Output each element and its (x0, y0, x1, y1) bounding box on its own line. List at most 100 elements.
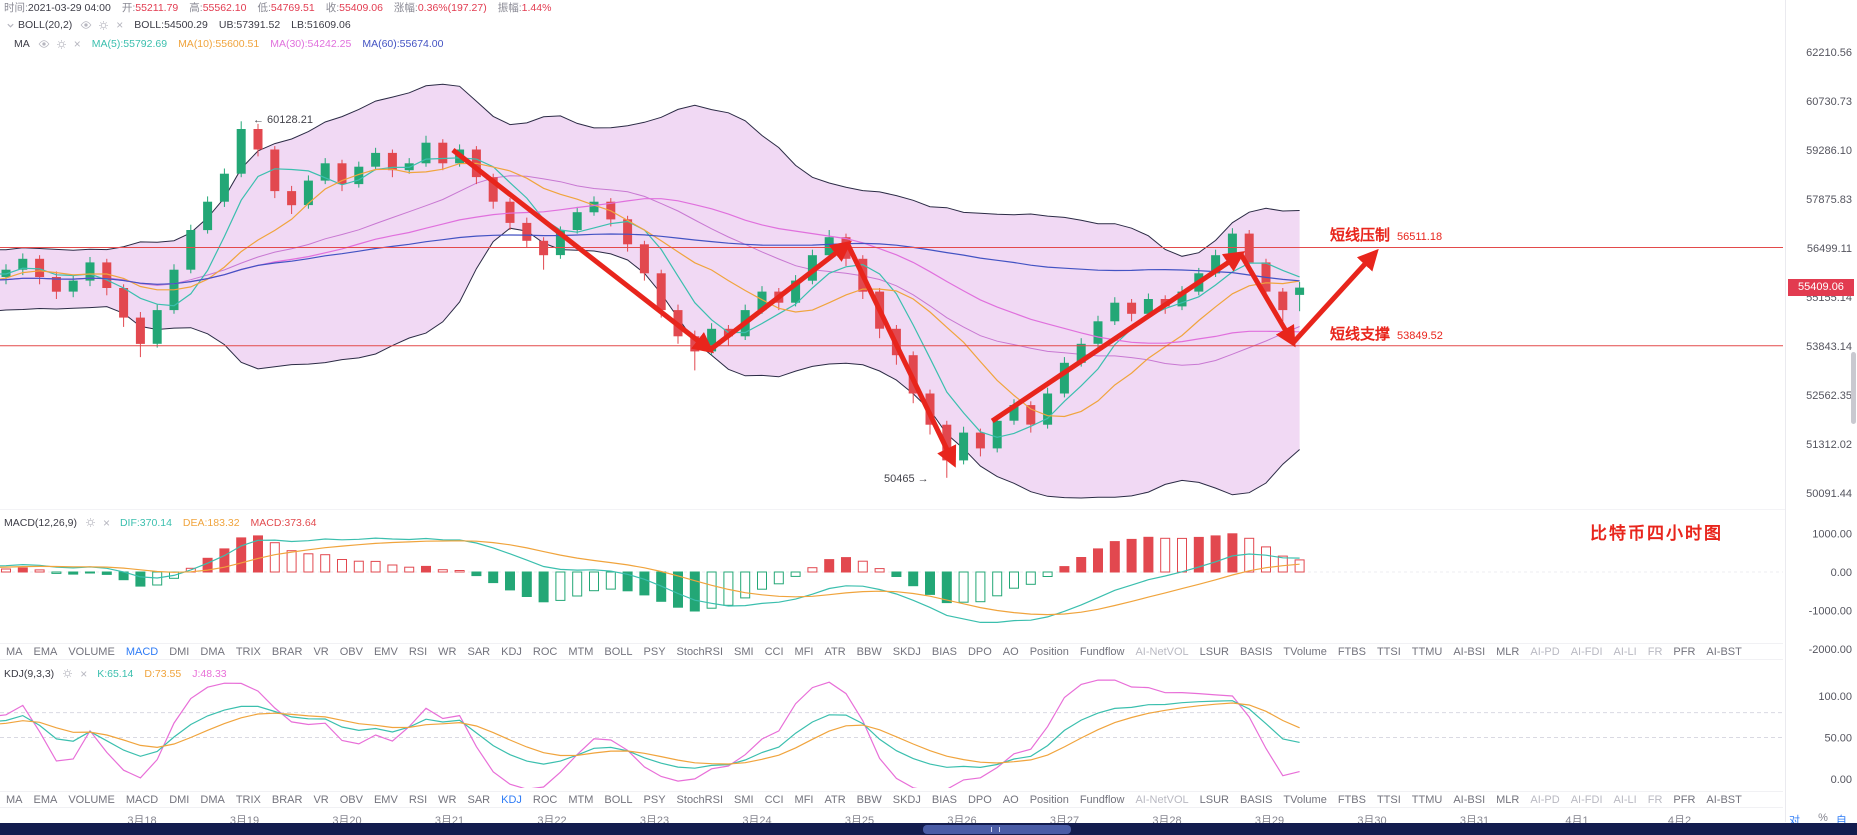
indicator-tab-ai-bsi[interactable]: AI-BSI (1453, 645, 1486, 658)
indicator-tab-kdj[interactable]: KDJ (501, 793, 522, 806)
indicator-tab-stochrsi[interactable]: StochRSI (676, 793, 724, 806)
gear-icon[interactable] (56, 39, 67, 50)
indicator-tab-fr[interactable]: FR (1647, 793, 1663, 806)
indicator-tab-dma[interactable]: DMA (200, 645, 225, 658)
timeline-scrollbar[interactable] (0, 823, 1857, 835)
indicator-tab-basis[interactable]: BASIS (1240, 645, 1273, 658)
eye-icon[interactable] (80, 19, 92, 31)
indicator-tab-fr[interactable]: FR (1647, 645, 1663, 658)
indicator-tab-tvolume[interactable]: TVolume (1283, 645, 1327, 658)
gear-icon[interactable] (98, 20, 109, 31)
indicator-tab-cci[interactable]: CCI (764, 645, 784, 658)
indicator-tab-dma[interactable]: DMA (200, 793, 225, 806)
indicator-tab-bias[interactable]: BIAS (931, 645, 957, 658)
indicator-tab-ma[interactable]: MA (6, 793, 23, 806)
indicator-tab-ema[interactable]: EMA (33, 645, 58, 658)
indicator-tab-roc[interactable]: ROC (532, 793, 558, 806)
percent-scale-toggle[interactable]: % (1818, 812, 1828, 824)
indicator-tab-ai-bst[interactable]: AI-BST (1706, 645, 1742, 658)
indicator-tab-ai-pd[interactable]: AI-PD (1530, 645, 1560, 658)
indicator-tab-dmi[interactable]: DMI (169, 645, 190, 658)
chevron-down-icon[interactable] (6, 21, 15, 30)
indicator-tab-mlr[interactable]: MLR (1496, 793, 1520, 806)
indicator-tab-ao[interactable]: AO (1002, 793, 1019, 806)
indicator-tab-mfi[interactable]: MFI (794, 793, 814, 806)
indicator-tab-brar[interactable]: BRAR (271, 645, 303, 658)
indicator-tab-emv[interactable]: EMV (373, 793, 398, 806)
indicator-tab-ttsi[interactable]: TTSI (1376, 645, 1401, 658)
close-icon[interactable]: × (73, 37, 81, 51)
indicator-tab-vr[interactable]: VR (313, 793, 329, 806)
close-icon[interactable]: × (80, 666, 88, 681)
indicator-tab-ftbs[interactable]: FTBS (1337, 793, 1366, 806)
indicator-tab-ma[interactable]: MA (6, 645, 23, 658)
indicator-tab-ai-li[interactable]: AI-LI (1613, 645, 1637, 658)
indicator-tab-skdj[interactable]: SKDJ (892, 793, 921, 806)
indicator-tab-mfi[interactable]: MFI (794, 645, 814, 658)
indicator-tab-fundflow[interactable]: Fundflow (1079, 793, 1125, 806)
indicator-tab-wr[interactable]: WR (438, 645, 457, 658)
indicator-tab-macd[interactable]: MACD (125, 645, 159, 658)
indicator-tab-bias[interactable]: BIAS (931, 793, 957, 806)
indicator-tab-ttmu[interactable]: TTMU (1411, 645, 1443, 658)
indicator-tab-ai-li[interactable]: AI-LI (1613, 793, 1637, 806)
indicator-tab-brar[interactable]: BRAR (271, 793, 303, 806)
eye-icon[interactable] (38, 38, 50, 50)
indicator-tab-smi[interactable]: SMI (734, 645, 754, 658)
indicator-tab-atr[interactable]: ATR (824, 645, 846, 658)
indicator-tab-skdj[interactable]: SKDJ (892, 645, 921, 658)
indicator-tab-ai-bsi[interactable]: AI-BSI (1453, 793, 1486, 806)
indicator-tab-dpo[interactable]: DPO (967, 645, 992, 658)
indicator-tab-volume[interactable]: VOLUME (68, 645, 115, 658)
indicator-tab-position[interactable]: Position (1029, 793, 1069, 806)
indicator-tab-ai-fdi[interactable]: AI-FDI (1570, 793, 1603, 806)
indicator-tab-cci[interactable]: CCI (764, 793, 784, 806)
indicator-tab-trix[interactable]: TRIX (235, 793, 261, 806)
indicator-tab-ttmu[interactable]: TTMU (1411, 793, 1443, 806)
indicator-tab-sar[interactable]: SAR (467, 793, 491, 806)
indicator-tab-bbw[interactable]: BBW (856, 645, 882, 658)
indicator-tab-tvolume[interactable]: TVolume (1283, 793, 1327, 806)
indicator-tab-boll[interactable]: BOLL (604, 645, 633, 658)
indicator-tab-ftbs[interactable]: FTBS (1337, 645, 1366, 658)
indicator-tab-psy[interactable]: PSY (643, 645, 666, 658)
indicator-tab-boll[interactable]: BOLL (604, 793, 633, 806)
gear-icon[interactable] (85, 517, 96, 528)
gear-icon[interactable] (62, 668, 73, 679)
indicator-tab-macd[interactable]: MACD (125, 793, 159, 806)
indicator-tab-mtm[interactable]: MTM (568, 645, 594, 658)
indicator-tab-roc[interactable]: ROC (532, 645, 558, 658)
indicator-tab-obv[interactable]: OBV (339, 645, 363, 658)
indicator-tab-trix[interactable]: TRIX (235, 645, 261, 658)
indicator-tab-psy[interactable]: PSY (643, 793, 666, 806)
indicator-tab-sar[interactable]: SAR (467, 645, 491, 658)
indicator-tab-smi[interactable]: SMI (734, 793, 754, 806)
indicator-tab-volume[interactable]: VOLUME (68, 793, 115, 806)
indicator-tab-kdj[interactable]: KDJ (501, 645, 522, 658)
indicator-tab-pfr[interactable]: PFR (1673, 793, 1696, 806)
indicator-tab-atr[interactable]: ATR (824, 793, 846, 806)
indicator-tab-bbw[interactable]: BBW (856, 793, 882, 806)
indicator-tab-dpo[interactable]: DPO (967, 793, 992, 806)
indicator-tab-emv[interactable]: EMV (373, 645, 398, 658)
indicator-tab-basis[interactable]: BASIS (1240, 793, 1273, 806)
close-icon[interactable]: × (102, 515, 110, 530)
indicator-tab-ema[interactable]: EMA (33, 793, 58, 806)
close-icon[interactable]: × (116, 18, 124, 32)
indicator-tab-ai-bst[interactable]: AI-BST (1706, 793, 1742, 806)
indicator-tab-position[interactable]: Position (1029, 645, 1069, 658)
indicator-tab-lsur[interactable]: LSUR (1199, 645, 1229, 658)
scrollbar-handle[interactable] (923, 824, 1071, 834)
indicator-tab-mlr[interactable]: MLR (1496, 645, 1520, 658)
indicator-tab-ai-pd[interactable]: AI-PD (1530, 793, 1560, 806)
indicator-tab-obv[interactable]: OBV (339, 793, 363, 806)
indicator-tab-ai-fdi[interactable]: AI-FDI (1570, 645, 1603, 658)
indicator-tab-stochrsi[interactable]: StochRSI (676, 645, 724, 658)
indicator-tab-mtm[interactable]: MTM (568, 793, 594, 806)
indicator-tab-ai-netvol[interactable]: AI-NetVOL (1135, 645, 1189, 658)
indicator-tab-vr[interactable]: VR (313, 645, 329, 658)
indicator-tab-pfr[interactable]: PFR (1673, 645, 1696, 658)
indicator-tab-ao[interactable]: AO (1002, 645, 1019, 658)
indicator-tab-wr[interactable]: WR (438, 793, 457, 806)
